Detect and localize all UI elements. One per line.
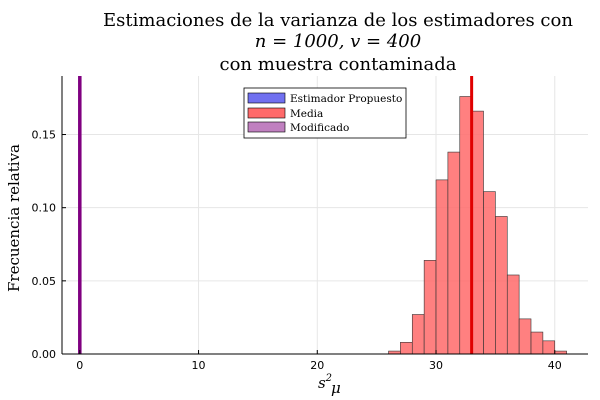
histogram-bars (388, 96, 567, 355)
histogram-bar (471, 110, 484, 355)
histogram-bar (447, 151, 461, 355)
legend-swatch-media (247, 107, 286, 119)
histogram-bar (435, 179, 449, 355)
histogram-bar (423, 260, 437, 355)
x-axis-label-sub: μ (331, 379, 341, 397)
histogram-bar (411, 314, 425, 355)
legend-swatch-modificado (247, 121, 286, 133)
x-tick-label: 10 (192, 359, 206, 372)
chart-title-line-1: Estimaciones de la varianza de los estim… (103, 10, 573, 31)
legend-label-estimador-propuesto: Estimador Propuesto (290, 93, 402, 105)
histogram-bar (483, 191, 496, 355)
legend-swatch-estimador-propuesto (247, 92, 286, 104)
histogram-bar (495, 216, 508, 355)
tick-labels: 0 10 20 30 40 0.00 0.05 0.10 0.15 (32, 129, 562, 372)
y-tick-label: 0.10 (32, 202, 57, 215)
y-tick-label: 0.00 (32, 348, 57, 361)
histogram-bar (400, 341, 413, 355)
y-tick-label: 0.15 (32, 129, 57, 142)
legend: Estimador Propuesto Media Modificado (243, 87, 407, 139)
histogram-bar (530, 331, 544, 355)
x-axis-label: s2 (318, 373, 332, 392)
y-tick-label: 0.05 (32, 275, 57, 288)
vertical-lines (78, 76, 474, 354)
chart-title-line-2: n = 1000, v = 400 (255, 31, 421, 52)
legend-label-media: Media (290, 108, 323, 120)
histogram-bar (518, 318, 532, 355)
legend-label-modificado: Modificado (290, 122, 349, 134)
histogram-bar (542, 340, 556, 355)
y-axis-label: Frecuencia relativa (5, 144, 23, 292)
x-tick-label: 20 (310, 359, 324, 372)
x-tick-label: 40 (548, 359, 562, 372)
chart-title-line-3: con muestra contaminada (220, 54, 457, 75)
histogram-bar (459, 96, 472, 355)
axes (61, 76, 588, 355)
x-tick-label: 0 (76, 359, 83, 372)
histogram-bar (506, 274, 520, 355)
x-tick-label: 30 (429, 359, 443, 372)
